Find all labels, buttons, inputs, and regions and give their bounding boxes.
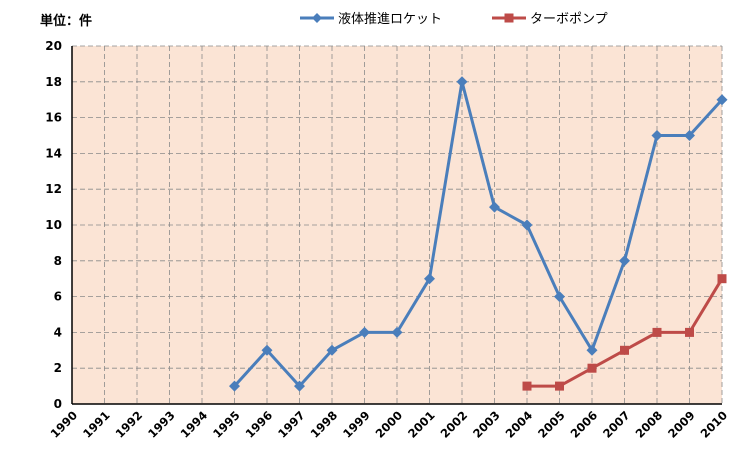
unit-label: 単位：件: [40, 14, 93, 29]
x-tick-label: 2004: [503, 408, 536, 441]
x-tick-label: 1991: [80, 408, 113, 441]
series-line-0: [233, 80, 724, 388]
data-point-1: [587, 363, 597, 373]
x-tick-label: 1996: [243, 408, 276, 441]
y-tick-label: 14: [45, 146, 62, 160]
data-point-0: [294, 380, 305, 392]
y-tick-label: 8: [54, 254, 62, 268]
data-point-0: [554, 291, 565, 303]
x-tick-label: 1997: [275, 408, 308, 441]
data-point-0: [391, 326, 403, 338]
x-tick-label: 1998: [308, 408, 341, 441]
legend-label-liquid-rocket: 液体推進ロケット: [338, 12, 443, 27]
x-tick-label: 2000: [373, 408, 406, 441]
y-tick-label: 0: [54, 397, 62, 411]
data-point-0: [684, 130, 695, 141]
data-point-0: [326, 344, 338, 356]
x-tick-label: 1999: [340, 408, 373, 441]
legend-label-turbopump: ターボポンプ: [530, 12, 608, 27]
x-tick-label: 1990: [48, 408, 81, 441]
y-tick-label: 4: [54, 325, 62, 339]
data-point-1: [522, 381, 532, 391]
legend-marker-turbopump: [492, 13, 526, 22]
legend-marker-liquid-rocket: [300, 12, 334, 23]
y-tick-label: 10: [45, 218, 62, 232]
y-tick-label: 12: [45, 182, 62, 196]
x-tick-label: 2003: [470, 408, 503, 441]
data-point-1: [685, 327, 694, 337]
x-tick-label: 2001: [405, 408, 438, 441]
y-tick-label: 16: [45, 111, 62, 125]
data-point-0: [651, 130, 663, 141]
data-point-0: [261, 344, 273, 356]
data-point-0: [456, 76, 468, 88]
legend-item-turbopump: ターボポンプ: [492, 8, 608, 27]
y-tick-label: 2: [54, 361, 62, 375]
data-point-0: [521, 219, 533, 231]
y-tick-label: 6: [54, 290, 62, 304]
y-tick-label: 18: [45, 75, 62, 89]
data-point-1: [555, 381, 564, 391]
data-point-1: [717, 274, 727, 284]
x-tick-label: 2008: [633, 408, 666, 441]
x-tick-label: 2005: [535, 408, 568, 441]
legend-item-liquid-rocket: 液体推進ロケット: [300, 8, 442, 27]
data-point-0: [489, 201, 500, 213]
data-point-1: [620, 345, 629, 355]
x-tick-label: 2009: [665, 408, 698, 441]
data-point-0: [619, 255, 630, 267]
x-tick-label: 1994: [178, 408, 211, 441]
data-point-1: [652, 327, 662, 337]
data-point-0: [424, 273, 435, 285]
data-point-0: [586, 344, 598, 356]
y-tick-label: 20: [45, 39, 62, 53]
x-tick-label: 1995: [210, 408, 243, 441]
data-point-0: [229, 380, 240, 392]
x-tick-label: 2010: [698, 408, 731, 441]
x-tick-label: 2007: [600, 408, 633, 441]
x-tick-label: 2002: [438, 408, 471, 441]
x-tick-label: 1993: [145, 408, 178, 441]
x-tick-label: 2006: [568, 408, 601, 441]
x-tick-label: 1992: [113, 408, 146, 441]
data-point-0: [359, 326, 370, 338]
data-point-0: [716, 94, 728, 106]
